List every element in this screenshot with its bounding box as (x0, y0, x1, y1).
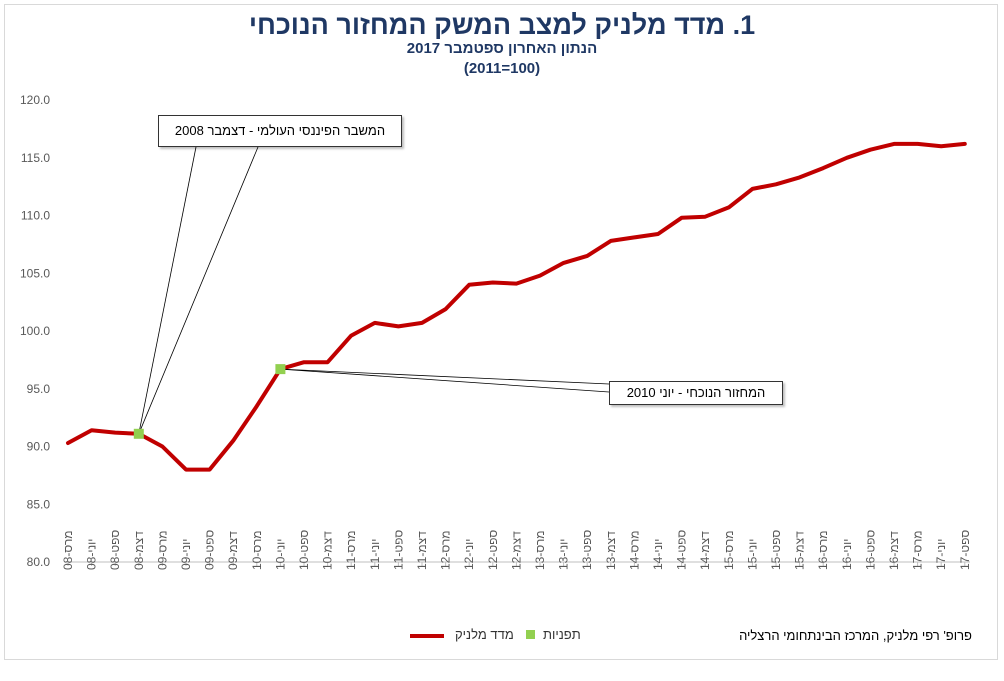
y-tick-label: 90.0 (27, 440, 51, 454)
x-tick-label: ספט-08 (108, 530, 122, 570)
x-tick-label: דצמ-16 (887, 531, 901, 570)
x-tick-label: מרס-14 (627, 530, 641, 570)
x-tick-label: מרס-08 (61, 530, 75, 570)
annotation-financial-crisis: המשבר הפיננסי העולמי - דצמבר 2008 (158, 115, 402, 147)
x-tick-label: יוני-16 (840, 539, 854, 570)
x-tick-label: ספט-10 (297, 530, 311, 570)
x-tick-label: דצמ-11 (415, 531, 429, 570)
chart-frame (4, 4, 998, 660)
x-tick-label: מרס-09 (155, 530, 169, 570)
annotation-current-cycle: המחזור הנוכחי - יוני 2010 (609, 381, 783, 405)
x-tick-label: דצמ-12 (509, 531, 523, 570)
x-tick-label: יוני-09 (179, 539, 193, 570)
x-tick-label: מרס-11 (344, 530, 358, 570)
x-tick-label: מרס-15 (722, 530, 736, 570)
x-tick-label: מרס-12 (439, 530, 453, 570)
x-tick-label: דצמ-09 (226, 531, 240, 570)
x-tick-label: מרס-13 (533, 530, 547, 570)
x-tick-label: ספט-12 (486, 530, 500, 570)
turning-point-marker (275, 364, 286, 375)
x-tick-label: דצמ-10 (321, 531, 335, 570)
y-tick-label: 110.0 (21, 209, 50, 223)
x-tick-label: מרס-17 (911, 530, 925, 570)
y-tick-label: 120.0 (20, 93, 50, 107)
x-tick-label: יוני-17 (934, 539, 948, 570)
y-tick-label: 115.0 (21, 151, 50, 165)
x-tick-label: ספט-16 (863, 530, 877, 570)
x-tick-label: ספט-11 (391, 530, 405, 570)
annotation-leader-line (138, 146, 259, 434)
chart-title: 1. מדד מלניק למצב המשק המחזור הנוכחי (248, 10, 756, 40)
x-tick-label: יוני-15 (745, 539, 759, 570)
annotation-leader-line (138, 146, 197, 434)
x-tick-label: דצמ-15 (793, 531, 807, 570)
legend-turning-points-swatch (526, 630, 535, 639)
y-tick-label: 80.0 (27, 555, 51, 569)
legend-index-swatch (410, 634, 444, 638)
annotation-leader-line (280, 368, 610, 385)
legend-turning-points-label: תפניות (543, 627, 581, 642)
x-tick-label: יוני-11 (368, 539, 382, 570)
legend-index-label: מדד מלניק (455, 627, 514, 642)
x-tick-label: ספט-15 (769, 530, 783, 570)
x-tick-label: דצמ-08 (132, 531, 146, 570)
y-tick-label: 105.0 (20, 266, 50, 280)
x-tick-label: יוני-13 (557, 539, 571, 570)
x-tick-label: יוני-10 (273, 539, 287, 570)
source-credit: פרופ' רפי מלניק, המרכז הבינתחומי הרצליה (739, 628, 972, 643)
annotation-leader-line (280, 368, 610, 393)
x-tick-label: ספט-14 (675, 530, 689, 570)
x-tick-label: מרס-16 (816, 530, 830, 570)
x-tick-label: ספט-17 (958, 530, 972, 570)
chart-subtitle-base: (2011=100) (463, 60, 541, 77)
x-tick-label: יוני-12 (462, 539, 476, 570)
x-tick-label: יוני-14 (651, 539, 665, 570)
y-tick-label: 85.0 (27, 497, 51, 511)
y-tick-label: 95.0 (27, 382, 51, 396)
x-tick-label: ספט-13 (580, 530, 594, 570)
x-tick-label: ספט-09 (203, 530, 217, 570)
x-tick-label: מרס-10 (250, 530, 264, 570)
x-tick-label: דצמ-14 (698, 531, 712, 570)
x-tick-label: יוני-08 (85, 539, 99, 570)
y-tick-label: 100.0 (20, 324, 50, 338)
turning-point-marker (133, 428, 144, 439)
series-line-melnick-index (66, 141, 967, 472)
chart-subtitle: הנתון האחרון ספטמבר 2017 (406, 40, 598, 57)
x-tick-label: דצמ-13 (604, 531, 618, 570)
